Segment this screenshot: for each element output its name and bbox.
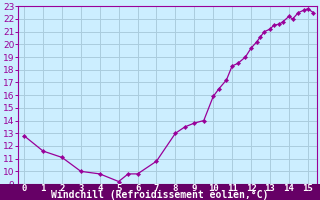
Text: 8: 8 <box>173 184 178 193</box>
Text: 0: 0 <box>21 184 27 193</box>
Text: 2: 2 <box>59 184 65 193</box>
Text: 1: 1 <box>40 184 46 193</box>
Text: 5: 5 <box>116 184 121 193</box>
Text: 6: 6 <box>135 184 140 193</box>
Text: Windchill (Refroidissement éolien,°C): Windchill (Refroidissement éolien,°C) <box>51 190 269 200</box>
Text: 7: 7 <box>154 184 159 193</box>
Text: 4: 4 <box>97 184 102 193</box>
Text: 3: 3 <box>78 184 84 193</box>
Text: 12: 12 <box>246 184 256 193</box>
Text: 15: 15 <box>302 184 313 193</box>
Text: 13: 13 <box>265 184 275 193</box>
Text: 10: 10 <box>208 184 219 193</box>
Text: 11: 11 <box>227 184 237 193</box>
Text: 9: 9 <box>192 184 197 193</box>
Text: 14: 14 <box>284 184 294 193</box>
